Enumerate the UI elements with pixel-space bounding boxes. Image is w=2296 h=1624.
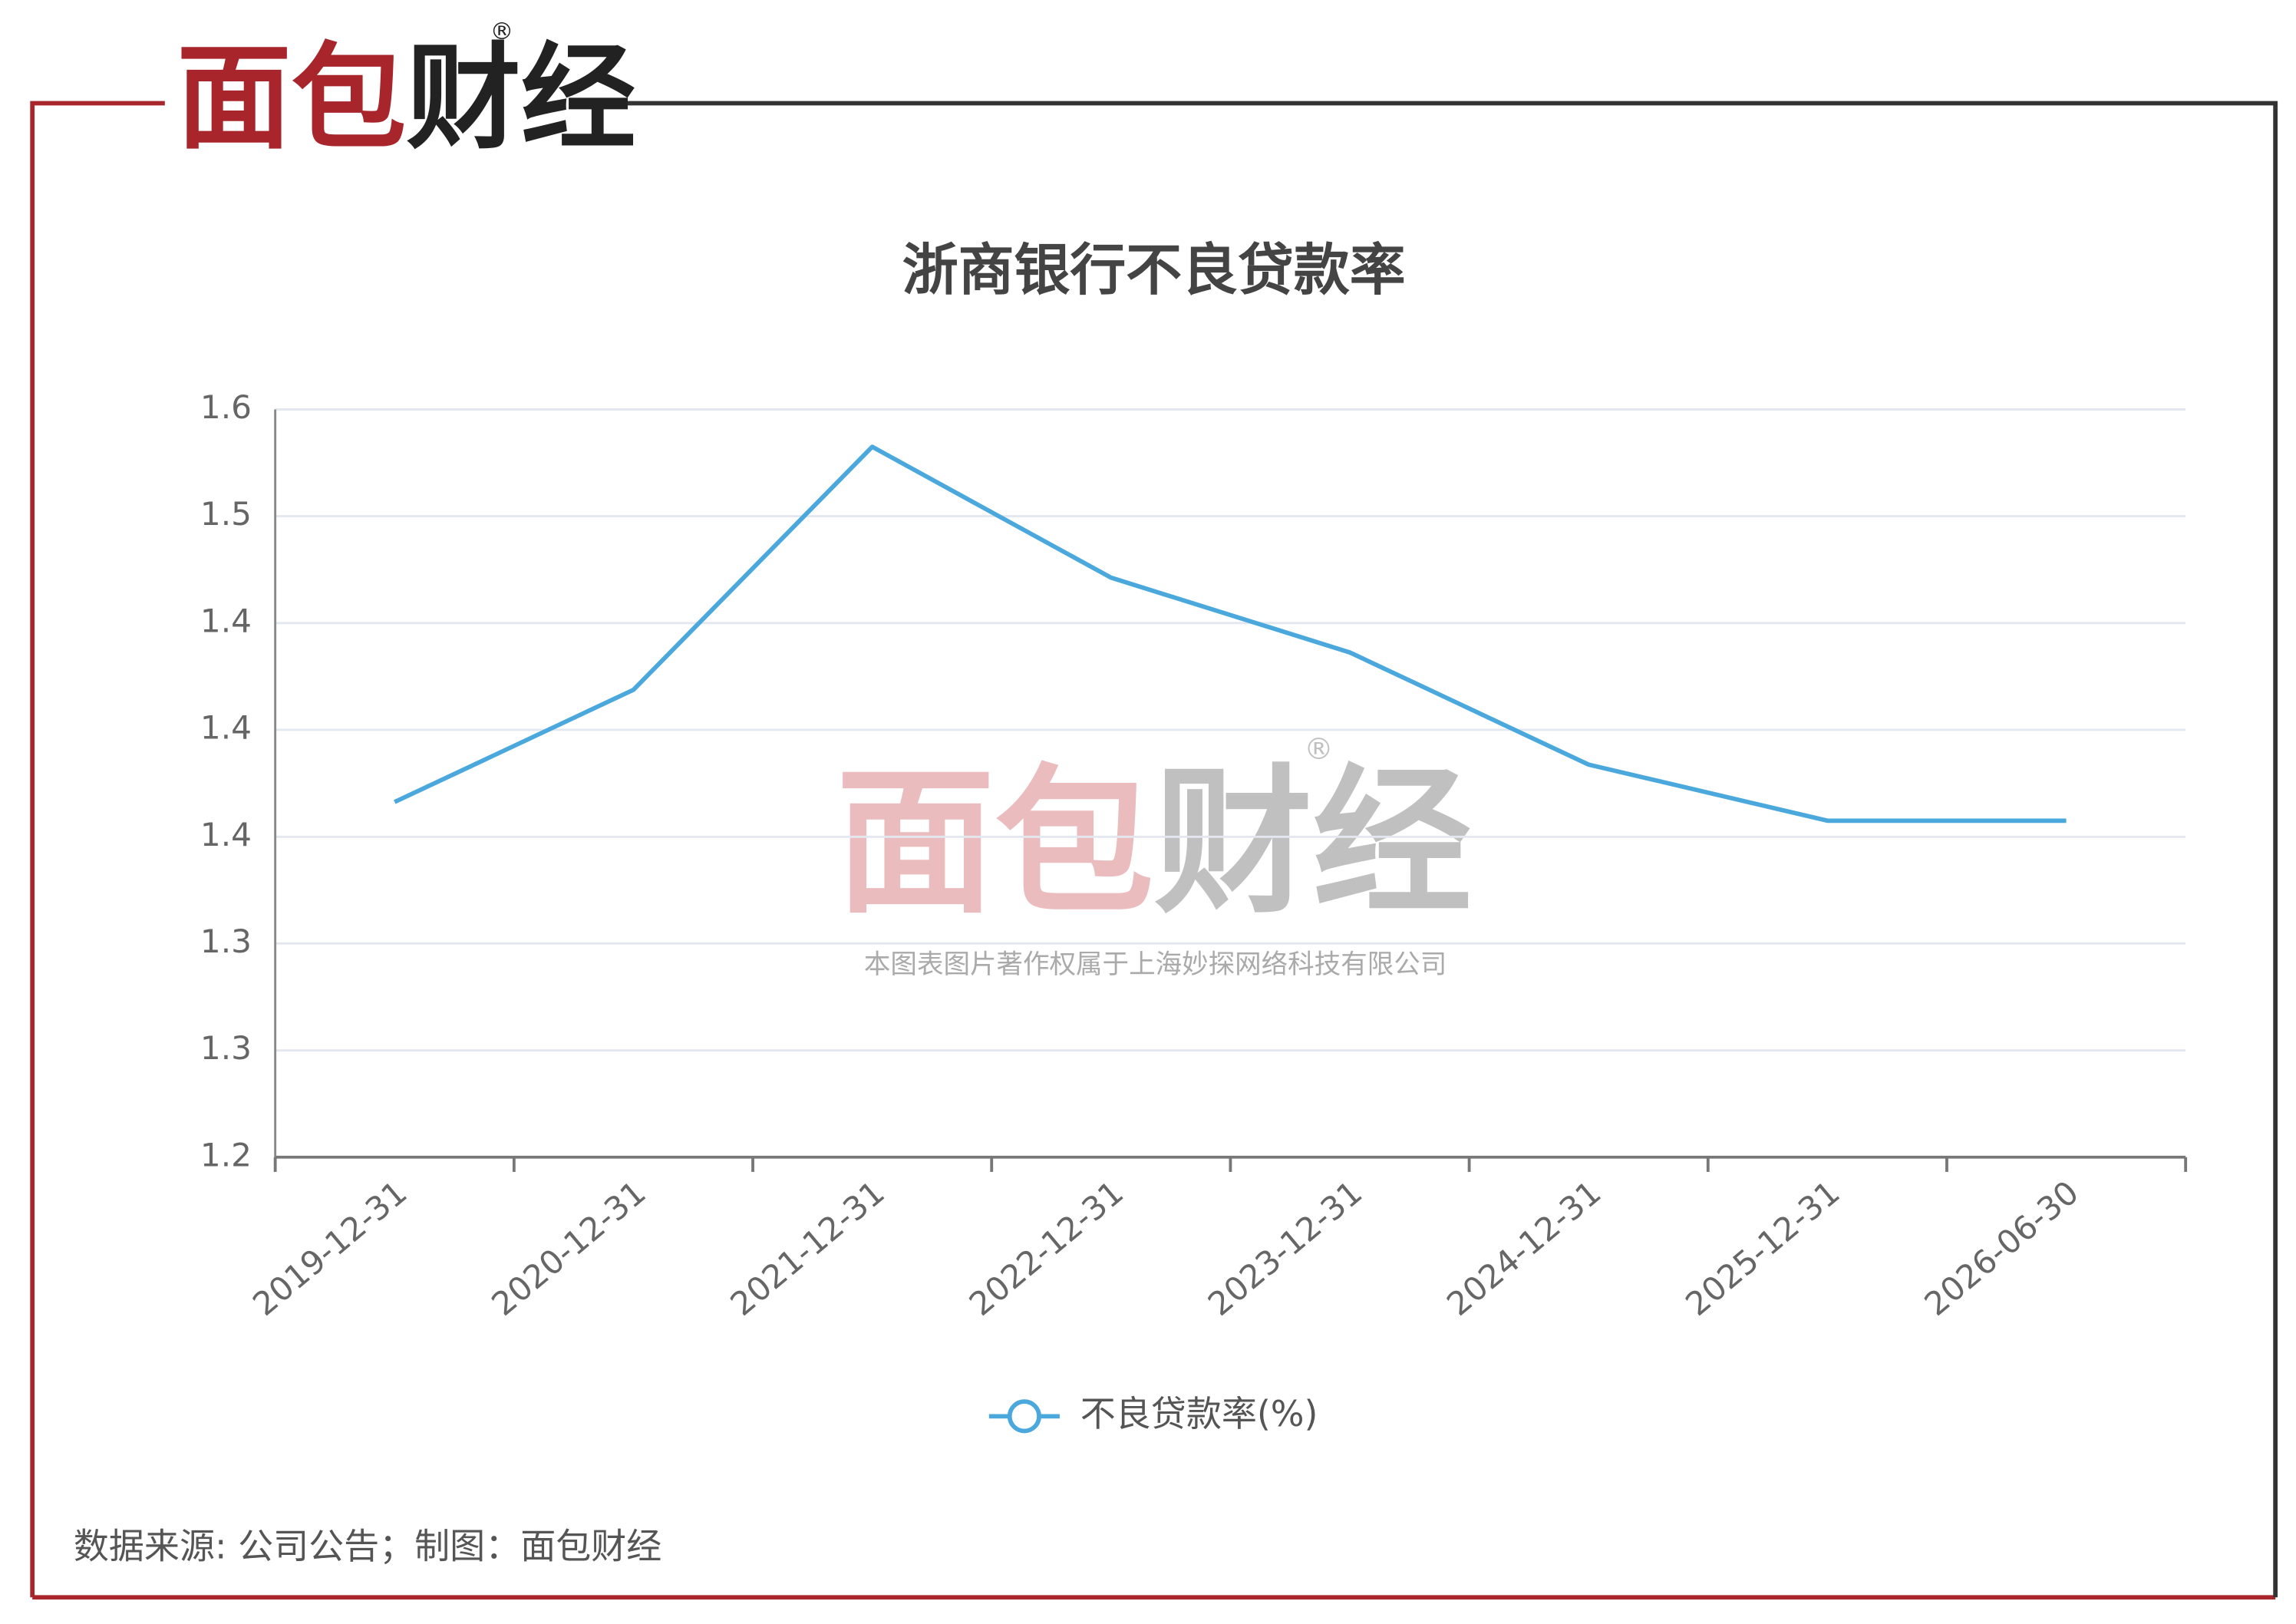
logo-red: 面包 bbox=[176, 31, 406, 165]
y-tick-label: 1.4 bbox=[200, 816, 252, 853]
logo-mark: ® bbox=[490, 18, 514, 45]
watermark-caption: 本图表图片著作权属于上海妙探网络科技有限公司 bbox=[864, 949, 1447, 980]
legend-marker bbox=[1007, 1399, 1041, 1434]
watermark-dark: 财经 bbox=[1154, 750, 1472, 935]
y-tick-label: 1.2 bbox=[200, 1136, 252, 1173]
y-tick-label: 1.5 bbox=[200, 495, 252, 533]
legend-label: 不良贷款率(%) bbox=[1080, 1393, 1318, 1434]
source-note: 数据来源: 公司公告；制图：面包财经 bbox=[74, 1525, 661, 1566]
y-tick-label: 1.6 bbox=[200, 388, 252, 426]
y-tick-label: 1.3 bbox=[200, 1029, 252, 1067]
line-series bbox=[394, 444, 2067, 824]
watermark-mark: ® bbox=[1304, 732, 1333, 767]
y-tick-label: 1.4 bbox=[200, 602, 252, 639]
logo-dark: 财经 bbox=[406, 31, 635, 165]
frame-top-right bbox=[618, 101, 2278, 1598]
chart-title: 浙商银行不良贷款率 bbox=[902, 238, 1406, 303]
watermark: 面包 财经 ® bbox=[836, 732, 1472, 935]
y-tick-label: 1.4 bbox=[200, 708, 252, 746]
frame-left bbox=[30, 101, 165, 1598]
watermark-red: 面包 bbox=[836, 750, 1153, 935]
y-tick-label: 1.3 bbox=[200, 923, 252, 960]
